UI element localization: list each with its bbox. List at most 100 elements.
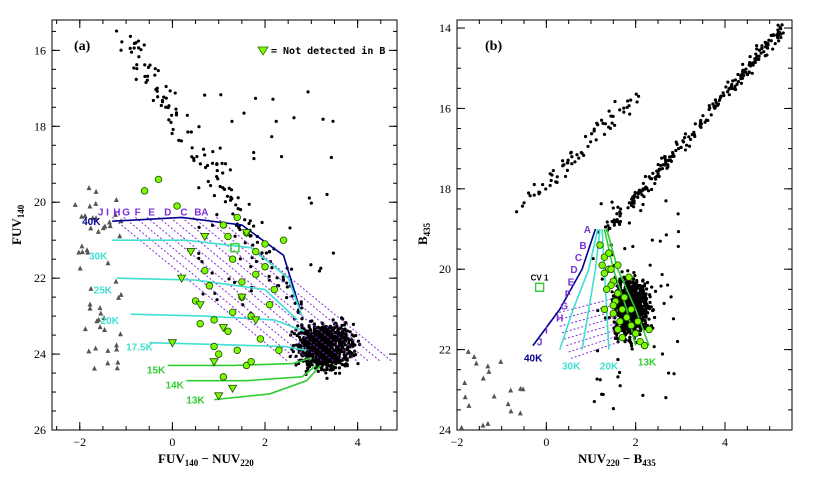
star-point — [251, 243, 255, 247]
star-point — [264, 251, 269, 255]
star-point — [676, 212, 680, 216]
not-detected-star — [195, 301, 205, 310]
star-point — [776, 36, 780, 40]
upper-limit-triangle — [76, 249, 82, 255]
star-point — [325, 376, 329, 380]
upper-limit-triangle — [79, 249, 85, 255]
star-point — [755, 56, 759, 61]
star-point — [671, 150, 675, 155]
star-point — [228, 168, 232, 172]
upper-limit-triangle — [93, 215, 99, 221]
star-point — [640, 193, 644, 197]
not-detected-star — [218, 324, 229, 333]
star-point — [636, 195, 640, 199]
upper-limit-triangle — [105, 347, 111, 353]
star-point — [186, 130, 190, 134]
star-point — [342, 323, 346, 327]
star-point — [651, 171, 655, 176]
star-point — [688, 137, 693, 141]
star-point — [615, 332, 619, 337]
star-point — [267, 274, 271, 278]
star-point — [676, 229, 681, 234]
star-point — [300, 317, 304, 321]
detected-star — [210, 316, 218, 324]
star-point — [762, 50, 766, 54]
y-tick-label: 18 — [34, 119, 46, 133]
upper-limit-triangle — [115, 359, 121, 365]
star-point — [135, 67, 139, 71]
model-letter-label: D — [164, 208, 171, 219]
isochrone-15k — [167, 357, 312, 367]
star-point — [603, 122, 608, 126]
star-point — [626, 206, 630, 210]
star-point — [297, 335, 302, 339]
model-dotted-line — [216, 217, 393, 363]
star-point — [205, 163, 210, 168]
star-point — [297, 350, 301, 354]
star-point — [314, 337, 319, 341]
star-point — [638, 329, 642, 333]
star-point — [220, 161, 224, 165]
star-point — [318, 343, 322, 347]
star-point — [315, 354, 319, 358]
x-tick-label: −2 — [451, 435, 464, 449]
star-point — [624, 323, 628, 327]
star-point — [239, 208, 243, 212]
star-point — [544, 187, 548, 191]
star-point — [223, 200, 228, 204]
star-point — [305, 360, 309, 364]
detected-star — [247, 357, 255, 366]
detected-star — [600, 305, 609, 314]
star-point — [629, 318, 633, 322]
star-point — [650, 238, 654, 242]
star-point — [307, 325, 311, 329]
star-point — [708, 106, 712, 110]
star-point — [210, 223, 215, 227]
star-point — [687, 135, 691, 139]
detected-star — [219, 221, 228, 229]
star-point — [638, 326, 643, 331]
star-point — [318, 334, 322, 338]
star-point — [611, 114, 615, 118]
star-point — [656, 171, 660, 176]
star-point — [132, 66, 136, 70]
star-point — [299, 300, 303, 304]
star-point — [201, 147, 206, 151]
star-point — [288, 226, 292, 230]
cv1-marker — [534, 282, 545, 293]
star-point — [677, 147, 681, 151]
star-point — [637, 292, 641, 296]
star-point — [292, 116, 296, 120]
star-point — [318, 354, 322, 358]
upper-limit-triangle — [86, 185, 92, 191]
upper-limit-triangle — [113, 278, 119, 284]
star-point — [324, 324, 328, 329]
star-point — [223, 162, 228, 166]
star-point — [618, 384, 622, 388]
star-point — [757, 48, 761, 52]
star-point — [618, 207, 623, 211]
star-point — [610, 219, 614, 224]
x-tick-label: 4 — [355, 435, 361, 449]
detected-star — [238, 278, 246, 286]
upper-limit-triangle — [84, 247, 90, 253]
star-point — [648, 176, 652, 180]
star-point — [660, 352, 665, 356]
cv1-marker — [230, 243, 240, 253]
detected-star — [224, 327, 232, 335]
star-point — [662, 301, 666, 306]
detected-star — [224, 232, 232, 241]
star-point — [621, 312, 625, 316]
x-tick-label: 0 — [543, 435, 549, 449]
star-point — [645, 280, 650, 285]
star-point — [633, 273, 637, 278]
upper-limit-triangle — [485, 363, 491, 369]
star-point — [197, 251, 201, 255]
star-point — [254, 259, 259, 264]
star-point — [660, 167, 664, 171]
upper-limit-triangle — [86, 348, 92, 354]
star-point — [586, 144, 590, 149]
star-point — [538, 190, 542, 195]
